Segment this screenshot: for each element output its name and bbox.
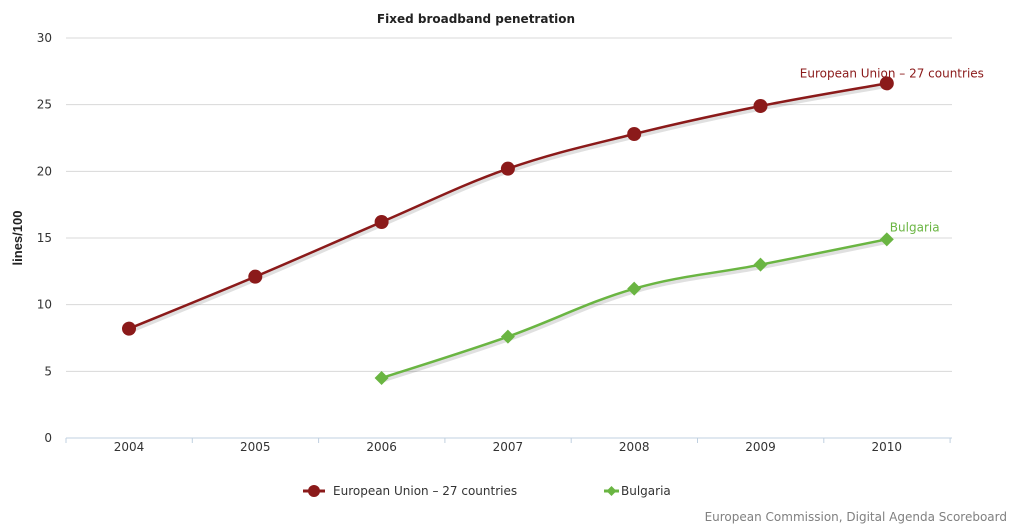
y-tick-label: 5 [44,364,52,378]
x-tick-label: 2004 [114,440,145,454]
x-tick-label: 2007 [493,440,524,454]
gridlines [66,37,952,372]
x-tick-label: 2009 [745,440,776,454]
series-line-shadow [381,238,889,383]
data-point [500,161,515,176]
y-tick-label: 15 [37,231,52,245]
data-point [248,269,263,284]
y-tick-label: 10 [37,298,52,312]
x-tick-label: 2006 [366,440,397,454]
data-point [627,127,642,141]
data-point [374,215,389,229]
y-tick-label: 30 [37,31,52,45]
series-end-label: Bulgaria [890,220,940,234]
series-eu27: European Union – 27 countries [122,66,984,336]
x-tick-label: 2008 [619,440,650,454]
data-point [374,371,389,385]
y-tick-label: 25 [37,98,52,112]
y-axis-ticks: 0 5 10 15 20 25 30 [37,31,52,445]
legend-item[interactable]: Bulgaria [604,484,671,498]
legend-label: European Union – 27 countries [333,484,517,498]
circle-marker-icon [308,485,320,497]
series-end-label: European Union – 27 countries [800,66,984,80]
y-tick-label: 20 [37,164,52,178]
series-line [128,82,888,330]
x-tick-label: 2010 [872,440,903,454]
data-point [753,257,768,272]
data-point [879,76,894,91]
y-tick-label: 0 [44,431,52,445]
data-point [122,321,136,336]
series-bulgaria: Bulgaria [374,220,940,385]
chart-credit: European Commission, Digital Agenda Scor… [705,510,1007,524]
chart-title: Fixed broadband penetration [377,12,575,26]
data-point [753,99,768,113]
series-line-shadow [129,82,889,333]
y-axis-label: lines/100 [10,211,25,266]
series-layer: European Union – 27 countries Bulgaria [122,66,984,385]
legend-item[interactable]: European Union – 27 countries [303,484,517,498]
data-point [879,232,894,247]
x-axis: 2004 2005 2006 2007 2008 2009 2010 [65,437,952,454]
legend-label: Bulgaria [621,484,671,498]
diamond-marker-icon [606,486,617,496]
data-point [627,281,642,296]
data-point [500,329,515,344]
x-tick-label: 2005 [240,440,271,454]
legend[interactable]: European Union – 27 countries Bulgaria [303,484,671,498]
